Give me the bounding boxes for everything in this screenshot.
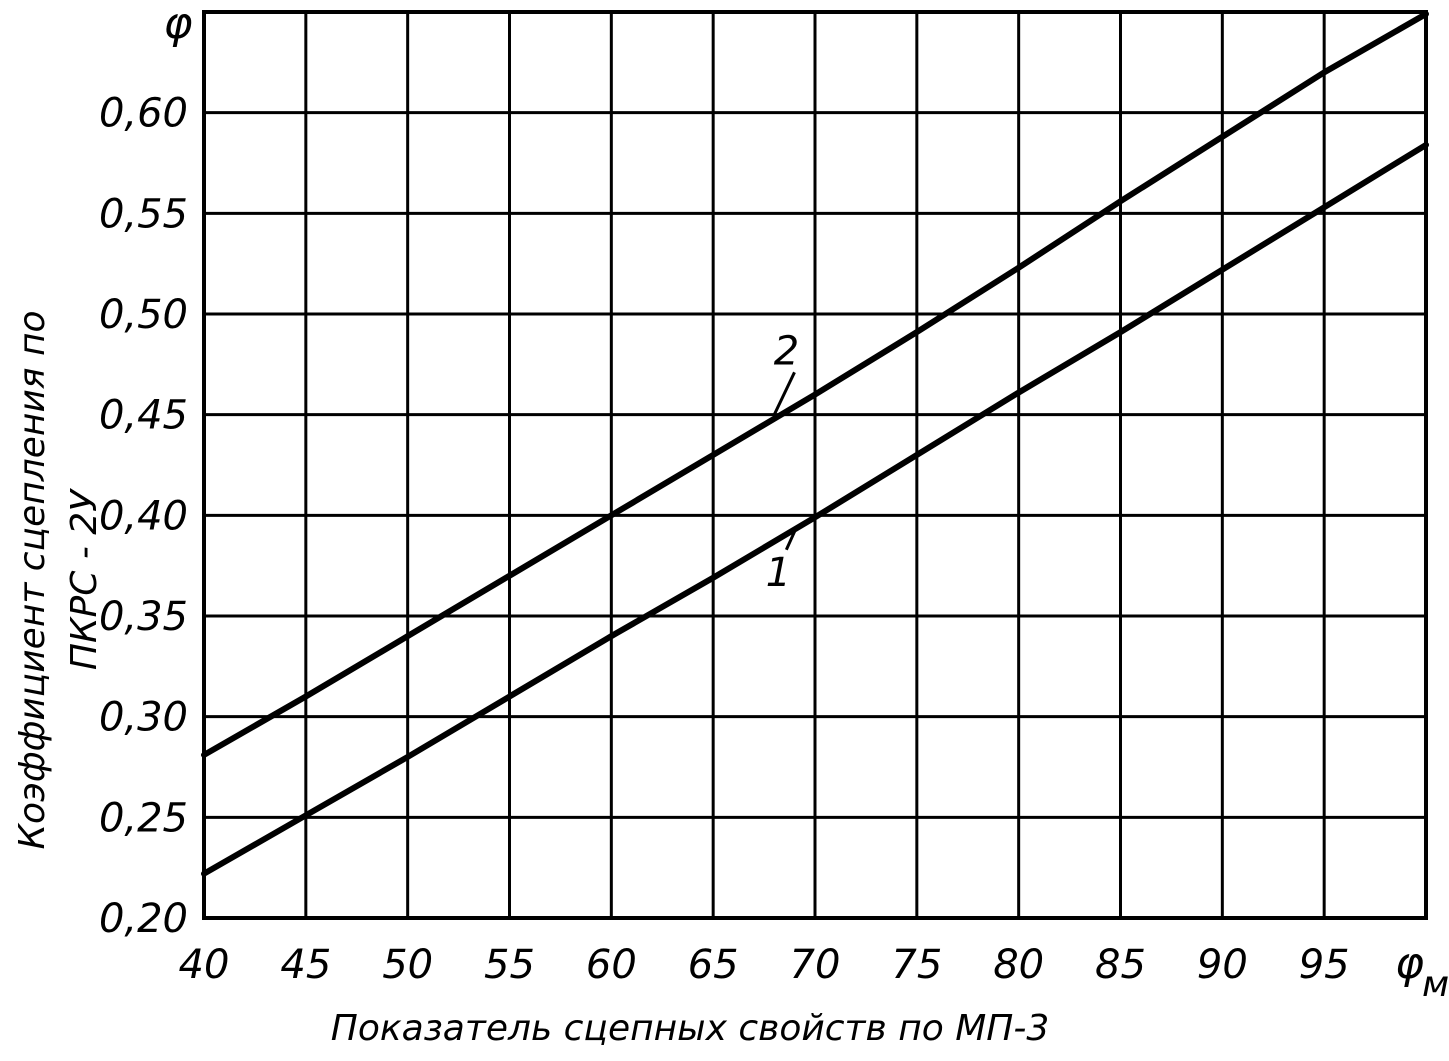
y-tick-label: 0,40 bbox=[99, 493, 188, 539]
series-label-leader-1 bbox=[784, 530, 797, 551]
plot-frame bbox=[202, 10, 1428, 920]
y-tick-label: 0,55 bbox=[99, 191, 188, 237]
x-tick-label: 70 bbox=[790, 942, 841, 988]
y-tick-label: 0,60 bbox=[99, 91, 188, 137]
y-tick-label: 0,50 bbox=[99, 292, 188, 338]
x-tick-label: 50 bbox=[382, 942, 433, 988]
y-tick-label: 0,45 bbox=[99, 393, 188, 439]
y-tick-label: 0,35 bbox=[99, 594, 188, 640]
y-tick-label: 0,25 bbox=[99, 795, 188, 841]
x-tick-label: 40 bbox=[179, 942, 230, 988]
y-tick-label: 0,30 bbox=[99, 695, 188, 741]
x-tick-label: 45 bbox=[280, 942, 331, 988]
label-layer: φ φ м Показатель сцепных свойств по МП-3… bbox=[12, 0, 1449, 1049]
grid-layer bbox=[204, 12, 1426, 918]
y-axis-symbol: φ bbox=[163, 0, 192, 49]
x-tick-label: 75 bbox=[891, 942, 942, 988]
x-tick-label: 90 bbox=[1197, 942, 1248, 988]
x-tick-label: 60 bbox=[586, 942, 637, 988]
series-line-1 bbox=[201, 141, 1429, 877]
x-axis-title: Показатель сцепных свойств по МП-3 bbox=[331, 1008, 1049, 1049]
x-tick-label: 55 bbox=[484, 942, 535, 988]
series-label-2: 2 bbox=[774, 328, 799, 374]
y-axis-title-line-2: ПКРС - 2У bbox=[64, 488, 105, 670]
y-axis-title-line-1: Коэффициент сцепления по bbox=[12, 310, 53, 849]
x-tick-label: 95 bbox=[1299, 942, 1350, 988]
x-tick-label: 80 bbox=[993, 942, 1044, 988]
x-axis-symbol-subscript: м bbox=[1422, 964, 1449, 1005]
x-tick-label: 65 bbox=[688, 942, 739, 988]
series-line-2 bbox=[201, 11, 1429, 758]
y-tick-label: 0,20 bbox=[99, 896, 188, 942]
series-layer bbox=[201, 11, 1429, 877]
series-label-1: 1 bbox=[766, 550, 791, 596]
x-axis-symbol: φ bbox=[1395, 938, 1424, 989]
series-label-leader-2 bbox=[772, 371, 796, 416]
x-tick-label: 85 bbox=[1095, 942, 1146, 988]
plot-frame-layer bbox=[202, 10, 1428, 920]
